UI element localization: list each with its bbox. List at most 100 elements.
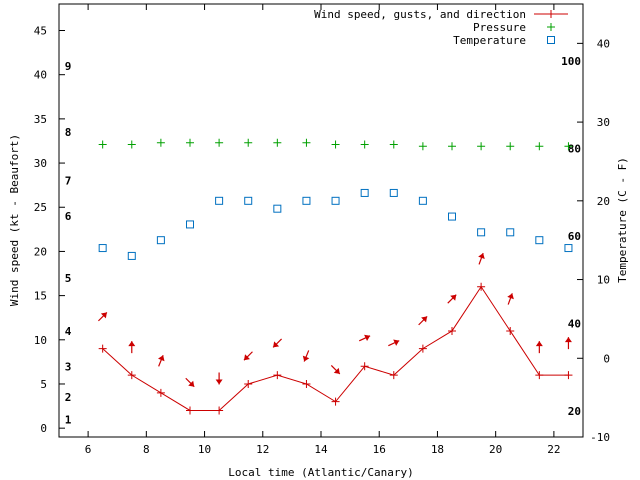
y2-tick-label: 40 xyxy=(597,37,610,50)
wind-direction-head xyxy=(364,334,371,342)
y-tick-label: 0 xyxy=(40,422,47,435)
y-tick-label: 15 xyxy=(34,290,47,303)
y2-tick-label: 20 xyxy=(597,195,610,208)
wind-speed-point xyxy=(215,406,224,415)
temperature-point xyxy=(156,236,165,245)
legend-marker-wind xyxy=(547,10,555,18)
temperature-point xyxy=(506,228,515,237)
legend-label-wind: Wind speed, gusts, and direction xyxy=(314,8,526,21)
wind-direction-arrow xyxy=(272,338,283,348)
pressure-point xyxy=(564,142,573,151)
pressure-point xyxy=(448,142,456,151)
beaufort-label: 8 xyxy=(65,126,72,139)
y-tick-label: 10 xyxy=(34,334,47,347)
wind-direction-arrow xyxy=(243,351,253,361)
wind-speed-point xyxy=(244,379,253,388)
y-axis-label: Wind speed (kt - Beaufort) xyxy=(8,134,21,306)
beaufort-label: 7 xyxy=(65,175,72,188)
temperature-point xyxy=(360,188,369,197)
temperature-point xyxy=(418,196,427,205)
wind-direction-head xyxy=(393,339,400,346)
x-axis-label: Local time (Atlantic/Canary) xyxy=(228,466,413,479)
wind-direction-head xyxy=(478,253,485,260)
pressure-point xyxy=(506,142,515,151)
wind-direction-arrow xyxy=(302,350,310,362)
wind-direction-head xyxy=(450,294,457,301)
pressure-point xyxy=(156,138,165,147)
temperature-point xyxy=(215,196,224,205)
wind-direction-arrow xyxy=(330,364,341,375)
pressure-point xyxy=(418,142,427,151)
beaufort-label: 5 xyxy=(65,272,72,285)
wind-direction-head xyxy=(188,380,195,387)
wind-direction-arrow xyxy=(447,294,457,304)
wind-speed-point xyxy=(448,326,456,335)
temperature-point xyxy=(331,196,340,205)
pressure-point xyxy=(302,138,311,147)
beaufort-label: 2 xyxy=(65,391,72,404)
y2-tick-label: 30 xyxy=(597,116,610,129)
wind-direction-head xyxy=(215,379,223,385)
wind-speed-point xyxy=(273,371,282,380)
temperature-point xyxy=(244,196,253,205)
wind-direction-arrow xyxy=(158,355,165,367)
y-tick-label: 20 xyxy=(34,245,47,258)
wind-direction-arrow xyxy=(535,341,543,354)
fahrenheit-label: 100 xyxy=(561,55,581,68)
pressure-point xyxy=(273,138,282,147)
x-tick-label: 8 xyxy=(143,443,150,456)
wind-direction-arrow xyxy=(128,341,136,354)
fahrenheit-label: 60 xyxy=(568,230,581,243)
fahrenheit-label: 80 xyxy=(568,142,581,155)
wind-direction-arrow xyxy=(388,339,400,347)
wind-speed-point xyxy=(360,362,369,371)
wind-direction-head xyxy=(243,354,250,361)
y-tick-label: 45 xyxy=(34,25,47,38)
wind-direction-arrow xyxy=(418,315,428,326)
fahrenheit-label: 40 xyxy=(568,317,581,330)
temperature-point xyxy=(127,251,136,260)
y-tick-label: 35 xyxy=(34,113,47,126)
wind-direction-arrow xyxy=(507,293,514,305)
wind-direction-arrow xyxy=(215,372,223,385)
pressure-point xyxy=(98,140,107,149)
wind-speed-point xyxy=(535,371,544,380)
wind-direction-head xyxy=(507,293,514,300)
pressure-point xyxy=(389,140,398,149)
wind-direction-head xyxy=(421,316,428,323)
wind-direction-arrow xyxy=(185,377,195,388)
y-tick-label: 25 xyxy=(34,201,47,214)
temperature-point xyxy=(535,236,544,245)
x-tick-label: 16 xyxy=(373,443,386,456)
wind-speed-point xyxy=(127,371,136,380)
x-tick-label: 20 xyxy=(489,443,502,456)
wind-speed-point xyxy=(98,344,107,353)
beaufort-label: 1 xyxy=(65,413,72,426)
temperature-point xyxy=(98,244,107,253)
wind-direction-head xyxy=(564,337,572,343)
y-tick-label: 40 xyxy=(34,69,47,82)
wind-direction-head xyxy=(302,355,310,362)
pressure-point xyxy=(244,138,253,147)
wind-speed-point xyxy=(564,371,573,380)
wind-direction-head xyxy=(100,312,107,319)
wind-speed-point xyxy=(186,406,194,415)
wind-direction-head xyxy=(333,367,340,374)
temperature-point xyxy=(564,244,573,253)
pressure-point xyxy=(127,140,136,149)
pressure-point xyxy=(186,138,194,147)
legend-label-temperature: Temperature xyxy=(453,34,526,47)
temperature-point xyxy=(302,196,311,205)
wind-direction-head xyxy=(128,341,136,347)
x-tick-label: 18 xyxy=(431,443,444,456)
wind-speed-point xyxy=(331,397,340,406)
temperature-point xyxy=(477,228,486,237)
wind-speed-point xyxy=(302,379,311,388)
wind-direction-head xyxy=(535,341,543,347)
x-tick-label: 6 xyxy=(85,443,92,456)
pressure-point xyxy=(331,140,340,149)
legend-marker-pressure xyxy=(547,23,555,31)
pressure-point xyxy=(535,142,544,151)
legend-label-pressure: Pressure xyxy=(473,21,526,34)
